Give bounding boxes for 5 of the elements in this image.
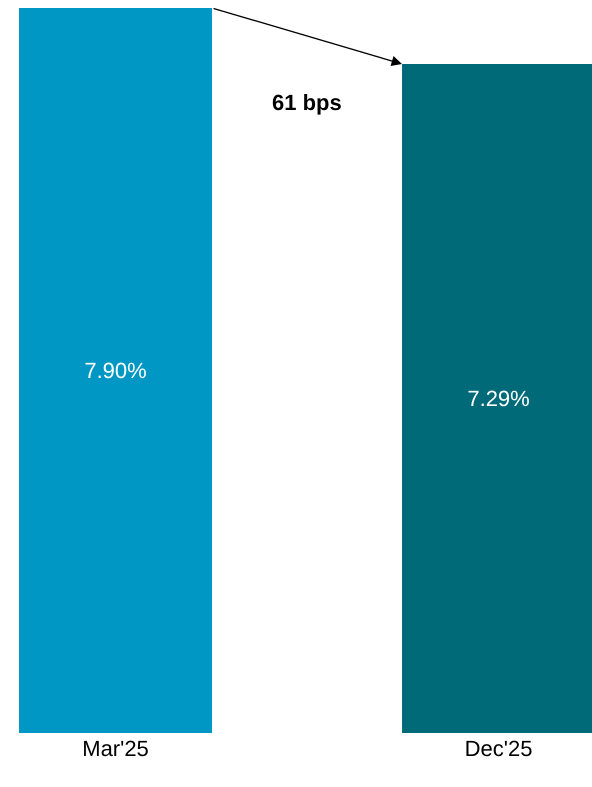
annotation: 61 bps bbox=[272, 90, 342, 115]
x-tick-label: Mar'25 bbox=[82, 736, 149, 761]
x-tick-label: Dec'25 bbox=[464, 736, 532, 761]
data-label: 7.29% bbox=[467, 386, 530, 411]
data-label: 7.90% bbox=[84, 358, 147, 383]
